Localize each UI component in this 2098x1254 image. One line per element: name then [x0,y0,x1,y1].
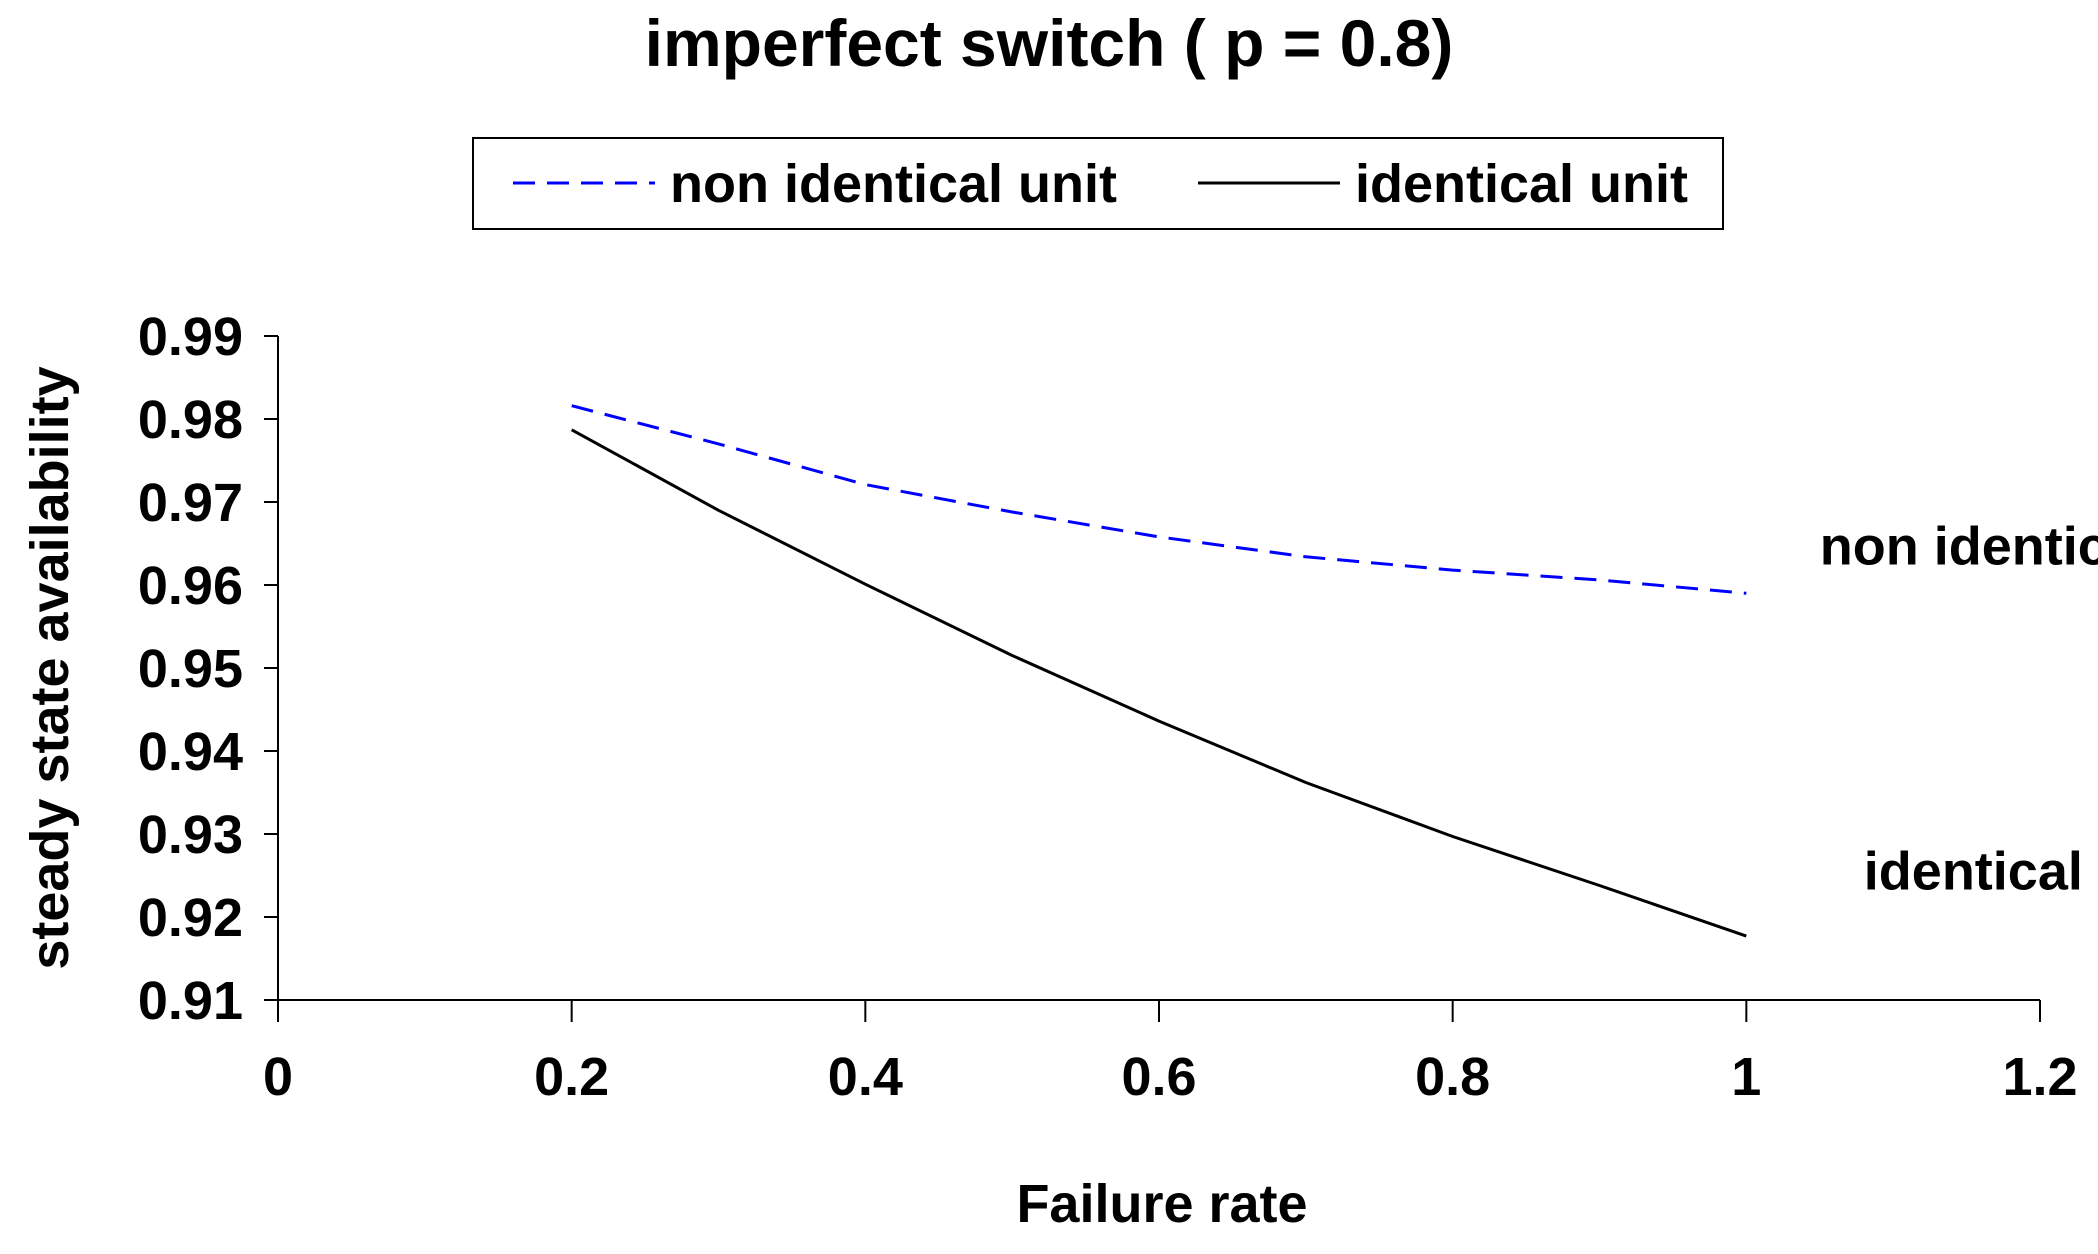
annotations: non identical identical [1820,516,2098,901]
x-axis-title: Failure rate [1016,1174,1307,1234]
y-tick-label: 0.99 [138,307,243,367]
y-axis-title: steady state availability [20,366,80,969]
legend-label-non-identical-unit: non identical unit [670,154,1117,214]
y-tick-label: 0.96 [138,556,243,616]
x-tick-label: 0.2 [534,1047,609,1107]
legend-box [472,137,1724,230]
x-tick-label: 0 [263,1047,293,1107]
x-axis-ticks: 0 0.2 0.4 0.6 0.8 1 1.2 [263,1000,2078,1107]
legend-label-identical-unit: identical unit [1355,154,1688,214]
axes [277,336,2040,1001]
series-lines [570,404,1747,938]
x-tick-label: 1 [1731,1047,1761,1107]
series-line-non-identical-unit [571,404,1747,595]
y-tick-label: 0.95 [138,639,243,699]
annotation-identical: identical [1864,842,2083,902]
x-tick-label: 1.2 [2002,1047,2077,1107]
y-tick-label: 0.98 [138,390,243,450]
y-tick-label: 0.92 [138,888,243,948]
chart-title: imperfect switch ( p = 0.8) [645,6,1454,80]
y-axis-ticks: 0.91 0.92 0.93 0.94 0.95 0.96 0.97 0.98 0.99 [138,307,278,1031]
y-tick-label: 0.93 [138,805,243,865]
x-tick-label: 0.4 [828,1047,903,1107]
series-line-identical-unit [570,428,1747,938]
annotation-non-identical: non identical [1820,516,2098,576]
y-tick-label: 0.97 [138,473,243,533]
legend: non identical unit identical unit [472,137,1724,230]
x-tick-label: 0.8 [1415,1047,1490,1107]
x-tick-label: 0.6 [1121,1047,1196,1107]
y-tick-label: 0.94 [138,722,243,782]
y-tick-label: 0.91 [138,971,243,1031]
